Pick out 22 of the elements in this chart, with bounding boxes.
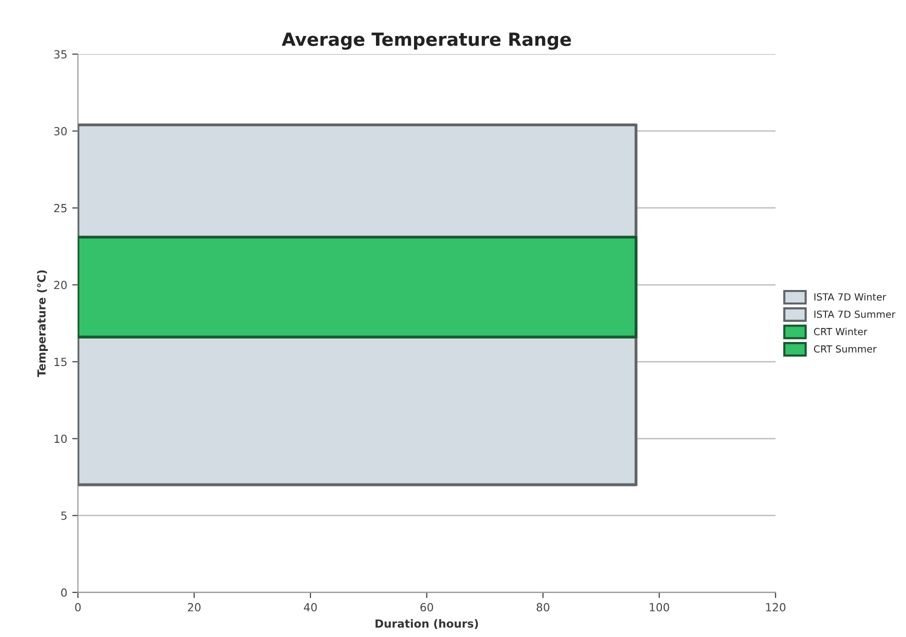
y-tick-label: 35	[54, 50, 67, 59]
legend-label: CRT Summer	[814, 345, 877, 353]
x-tick-label: 80	[536, 603, 550, 612]
legend-label: CRT Winter	[814, 328, 868, 336]
x-tick-label: 40	[304, 603, 317, 612]
x-tick-label: 100	[650, 603, 670, 612]
y-tick-label: 10	[54, 434, 67, 443]
y-tick-label: 25	[54, 204, 67, 212]
x-tick-label: 60	[420, 603, 434, 612]
x-tick-label: 0	[75, 603, 81, 612]
y-tick-label: 5	[61, 512, 67, 520]
legend-label: ISTA 7D Summer	[814, 310, 896, 318]
y-tick-label: 15	[54, 358, 67, 366]
y-tick-label: 0	[61, 588, 67, 597]
y-tick-label: 30	[54, 127, 67, 136]
x-tick-label: 20	[188, 603, 201, 612]
y-axis-title: Temperature (°C)	[37, 270, 48, 378]
legend-label: ISTA 7D Winter	[814, 293, 886, 301]
chart-title: Average Temperature Range	[282, 32, 571, 50]
y-tick-label: 20	[54, 280, 67, 290]
x-tick-label: 120	[766, 603, 786, 612]
x-axis-title: Duration (hours)	[376, 619, 478, 630]
